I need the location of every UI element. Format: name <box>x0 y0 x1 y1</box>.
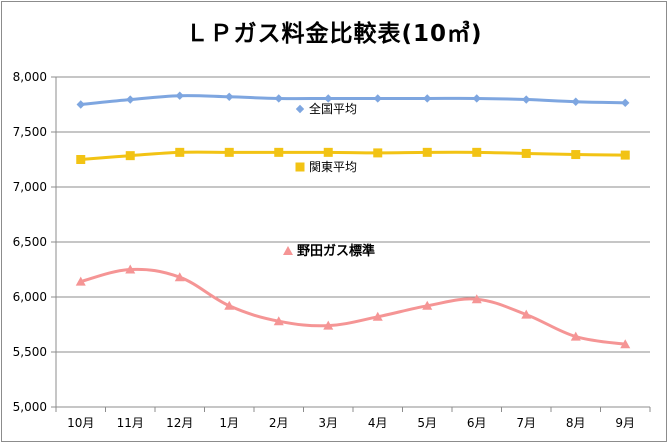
data-point <box>273 316 284 326</box>
data-point <box>174 272 185 282</box>
data-point <box>373 148 383 158</box>
data-point <box>323 320 334 330</box>
x-tick-label: 7月 <box>516 416 536 430</box>
data-point <box>521 148 531 158</box>
y-tick-labels: 5,000 5,500 6,000 6,500 7,000 7,500 8,000 <box>13 70 47 414</box>
data-point <box>323 147 333 157</box>
series-3 <box>75 264 631 349</box>
data-point <box>175 91 184 100</box>
x-tick-label: 1月 <box>219 416 239 430</box>
data-point <box>472 147 482 157</box>
data-point <box>422 300 433 310</box>
x-tick-label: 8月 <box>566 416 586 430</box>
y-tick-label: 7,000 <box>13 180 47 194</box>
x-tick-label: 10月 <box>67 416 94 430</box>
series-line <box>80 267 626 346</box>
x-tick-labels: 10月 11月 12月 1月 2月 3月 4月 5月 6月 7月 8月 9月 <box>67 416 635 430</box>
legend-entry-1: 全国平均 <box>295 101 357 116</box>
x-tick-label: 5月 <box>417 416 437 430</box>
data-point <box>225 92 234 101</box>
data-point <box>620 150 630 160</box>
data-point <box>175 147 185 157</box>
data-point <box>621 98 630 108</box>
data-point <box>620 339 631 349</box>
data-point <box>571 150 581 160</box>
series-line <box>80 94 626 106</box>
legend-label: 関東平均 <box>309 160 357 174</box>
legend-label: 全国平均 <box>309 101 357 116</box>
x-tick-label: 9月 <box>615 416 635 430</box>
y-tick-label: 7,500 <box>13 125 47 139</box>
legend-label: 野田ガス標準 <box>297 243 375 259</box>
series-2 <box>76 147 630 164</box>
data-point <box>125 264 136 274</box>
y-tick-label: 5,000 <box>13 400 47 414</box>
y-tick-label: 8,000 <box>13 70 47 84</box>
data-point <box>522 95 531 104</box>
data-point <box>571 97 580 106</box>
data-point <box>570 331 581 341</box>
data-point <box>274 94 283 103</box>
data-point <box>224 300 235 310</box>
data-point <box>521 309 532 319</box>
series-1 <box>76 91 630 109</box>
data-point <box>125 151 135 161</box>
legend-entry-2: 関東平均 <box>295 160 357 174</box>
data-point <box>423 94 432 103</box>
axes <box>51 76 651 412</box>
series-group <box>75 91 631 349</box>
data-point <box>75 276 86 286</box>
data-point <box>373 94 382 103</box>
x-tick-label: 4月 <box>368 416 388 430</box>
data-point <box>324 94 333 103</box>
legend-marker <box>283 246 293 255</box>
x-tick-label: 12月 <box>166 416 193 430</box>
gridlines <box>56 76 650 408</box>
legend-marker <box>295 162 305 172</box>
x-tick-label: 6月 <box>467 416 487 430</box>
data-point <box>472 94 481 103</box>
data-point <box>76 100 85 109</box>
data-point <box>76 155 86 164</box>
data-point <box>274 147 284 157</box>
y-tick-label: 5,500 <box>13 345 47 359</box>
chart-title: ＬＰガス料金比較表(10㎥) <box>185 21 483 47</box>
legend-marker <box>295 104 305 114</box>
x-tick-label: 11月 <box>117 416 144 430</box>
x-tick-label: 2月 <box>269 416 289 430</box>
data-point <box>422 147 432 157</box>
data-point <box>224 147 234 157</box>
x-tick-label: 3月 <box>318 416 338 430</box>
y-tick-label: 6,500 <box>13 235 47 249</box>
data-point <box>126 95 135 104</box>
data-point <box>471 294 482 304</box>
y-tick-label: 6,000 <box>13 290 47 304</box>
data-point <box>372 311 383 321</box>
series-line <box>80 150 626 161</box>
legend-entry-3: 野田ガス標準 <box>283 243 375 259</box>
